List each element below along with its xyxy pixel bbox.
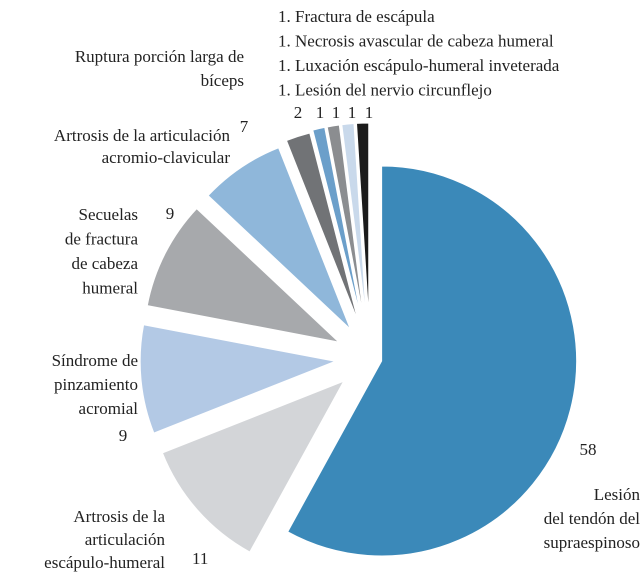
pie-slice (207, 147, 351, 330)
pie-slice (326, 124, 365, 319)
pie-slice (287, 165, 578, 557)
value-label: 9 (119, 426, 128, 445)
value-label: 11 (192, 549, 208, 568)
value-label: 1 (348, 103, 357, 122)
value-label: 58 (580, 440, 597, 459)
value-label: 1 (332, 103, 341, 122)
category-label: Síndrome de pinzamiento acromial (52, 351, 139, 418)
annotation: 1. Necrosis avascular de cabeza humeral (278, 32, 554, 51)
pie-slice (139, 324, 337, 434)
pie-slice (341, 123, 367, 319)
category-label: Secuelas de fractura de cabeza humeral (65, 205, 139, 298)
value-label: 2 (294, 103, 303, 122)
annotation: 1. Luxación escápulo-humeral inveterada (278, 56, 560, 75)
category-label: Lesión del tendón del supraespinoso (544, 485, 640, 552)
value-label: 9 (166, 204, 175, 223)
value-label: 1 (365, 103, 374, 122)
pie-slice (285, 132, 359, 323)
value-label: 1 (316, 103, 325, 122)
value-label: 7 (240, 117, 249, 136)
annotation: 1. Fractura de escápula (278, 7, 435, 26)
pie-slice (161, 380, 345, 553)
pie-slice (312, 126, 362, 320)
annotation: 1. Lesión del nervio circunflejo (278, 81, 492, 100)
pie-slice (355, 122, 370, 319)
category-label: Artrosis de la articulación acromio-clavi… (54, 126, 231, 167)
category-label: Artrosis de la articulación escápulo-humer… (44, 507, 165, 572)
pie-slice (146, 207, 341, 343)
category-label: Ruptura porción larga de bíceps (75, 47, 244, 90)
